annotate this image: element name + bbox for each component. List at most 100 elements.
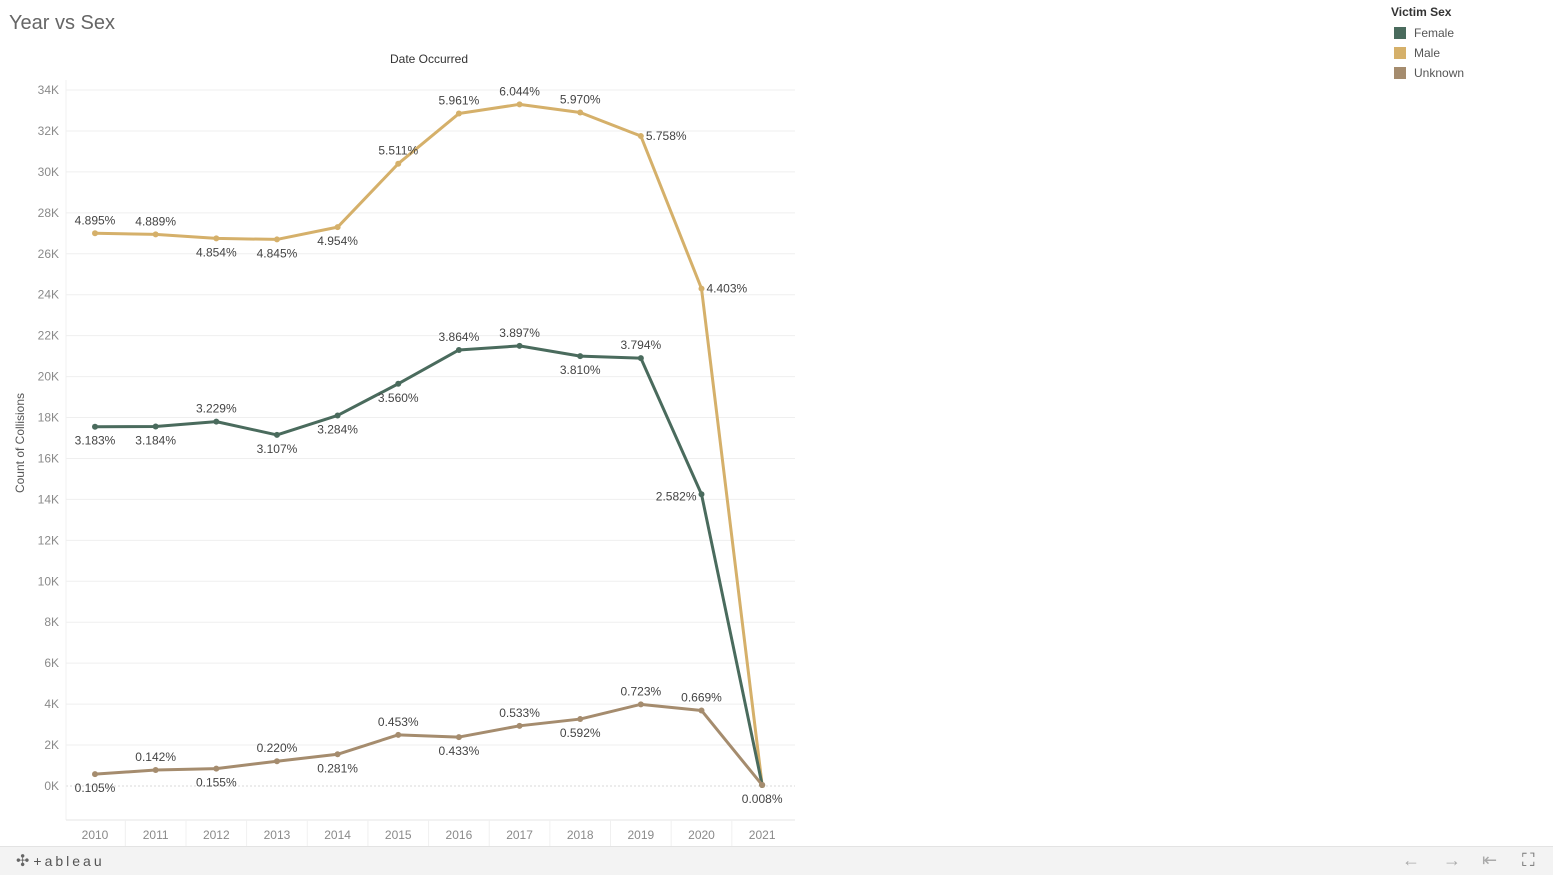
data-point-female <box>577 353 584 360</box>
brand-text: +ableau <box>33 853 105 869</box>
data-label-unknown: 0.220% <box>257 741 298 755</box>
data-point-unknown <box>334 751 341 758</box>
data-point-male <box>273 236 280 243</box>
data-label-unknown: 0.142% <box>135 750 176 764</box>
data-label-unknown: 0.433% <box>439 744 480 758</box>
x-tick-label: 2010 <box>82 828 109 842</box>
legend-swatch-unknown <box>1394 67 1406 79</box>
y-tick-label: 32K <box>38 124 59 138</box>
data-point-male <box>455 110 462 117</box>
data-point-unknown <box>698 707 705 714</box>
line-chart: 0K 2K 4K 6K 8K 10K 12K 14K 16K 18K 20K 22K 24K 26K 28K… <box>13 52 795 846</box>
data-label-female: 3.897% <box>499 326 540 340</box>
x-tick-label: 2011 <box>143 828 169 842</box>
data-point-unknown <box>92 771 98 778</box>
data-point-unknown <box>152 767 159 774</box>
data-label-female: 3.794% <box>620 338 661 352</box>
x-tick-label: 2017 <box>506 828 533 842</box>
data-point-unknown <box>455 734 462 741</box>
data-label-unknown: 0.105% <box>75 781 116 795</box>
x-tick-label: 2015 <box>385 828 412 842</box>
undo-button[interactable]: ← <box>1402 850 1420 870</box>
legend-label-female: Female <box>1414 26 1455 40</box>
data-label-unknown: 0.723% <box>620 684 661 698</box>
y-axis-title: Count of Collisions <box>13 393 27 493</box>
legend-label-unknown: Unknown <box>1414 66 1465 80</box>
y-tick-label: 22K <box>38 329 59 343</box>
legend-item-female[interactable]: Female <box>1391 23 1464 43</box>
data-label-unknown: 0.453% <box>378 715 419 729</box>
y-tick-label: 30K <box>38 165 59 179</box>
data-label-male: 4.403% <box>707 282 748 296</box>
data-label-male: 5.758% <box>646 129 687 143</box>
data-label-male: 4.954% <box>317 234 358 248</box>
legend-item-unknown[interactable]: Unknown <box>1391 63 1464 83</box>
chart-title: Date Occurred <box>390 52 468 66</box>
data-label-female: 3.183% <box>75 434 116 448</box>
x-tick-label: 2016 <box>446 828 473 842</box>
y-tick-label: 18K <box>38 411 59 425</box>
toolbar: ✣ +ableau ← → ⇤ ⛶ <box>0 846 1553 875</box>
y-tick-label: 0K <box>44 779 59 793</box>
data-point-male <box>395 160 402 167</box>
data-label-male: 5.970% <box>560 93 601 107</box>
data-point-male <box>698 285 705 292</box>
legend-item-male[interactable]: Male <box>1391 43 1464 63</box>
data-label-female: 3.284% <box>317 422 358 436</box>
fullscreen-button[interactable]: ⛶ <box>1522 850 1535 870</box>
legend-label-male: Male <box>1414 46 1441 60</box>
data-point-female <box>516 342 523 349</box>
data-label-female: 3.107% <box>257 442 298 456</box>
legend-swatch-male <box>1394 47 1406 59</box>
revert-button[interactable]: ⇤ <box>1482 850 1498 870</box>
data-label-unknown: 0.533% <box>499 706 540 720</box>
data-point-unknown <box>759 781 766 788</box>
data-label-female: 2.582% <box>656 489 697 503</box>
data-label-male: 4.895% <box>75 213 116 227</box>
data-label-male: 4.889% <box>135 214 176 228</box>
data-point-female <box>92 423 98 430</box>
data-point-unknown <box>516 722 523 729</box>
worksheet-title: Year vs Sex <box>9 12 115 34</box>
y-tick-label: 8K <box>44 615 59 629</box>
data-point-unknown <box>273 758 280 765</box>
data-point-male <box>152 231 159 238</box>
data-label-male: 6.044% <box>499 84 540 98</box>
data-point-unknown <box>213 765 220 772</box>
legend: Victim Sex Female Male Unknown <box>1391 5 1464 83</box>
x-tick-label: 2012 <box>203 828 230 842</box>
data-label-unknown: 0.669% <box>681 690 722 704</box>
data-label-female: 3.184% <box>135 434 176 448</box>
data-point-female <box>395 380 402 387</box>
data-label-unknown: 0.155% <box>196 776 237 790</box>
x-tick-label: 2021 <box>749 828 776 842</box>
data-label-unknown: 0.592% <box>560 726 601 740</box>
redo-button[interactable]: → <box>1443 850 1461 870</box>
y-tick-label: 24K <box>38 288 59 302</box>
y-tick-label: 26K <box>38 247 59 261</box>
series-line-male <box>94 102 764 786</box>
data-point-unknown <box>395 731 402 738</box>
y-tick-label: 4K <box>44 697 59 711</box>
x-tick-label: 2013 <box>264 828 291 842</box>
data-point-female <box>455 346 462 353</box>
y-tick-label: 16K <box>38 451 59 465</box>
data-point-male <box>637 133 644 140</box>
x-tick-label: 2019 <box>627 828 654 842</box>
data-point-female <box>698 491 705 498</box>
tableau-logo[interactable]: ✣ +ableau <box>16 851 105 871</box>
data-point-female <box>334 412 341 419</box>
data-label-unknown: 0.008% <box>742 792 783 806</box>
data-point-unknown <box>577 716 584 723</box>
data-point-female <box>637 355 644 362</box>
y-tick-label: 28K <box>38 206 59 220</box>
data-point-female <box>213 418 220 425</box>
data-label-female: 3.810% <box>560 363 601 377</box>
data-label-female: 3.229% <box>196 402 237 416</box>
data-label-male: 5.511% <box>378 144 418 158</box>
data-point-male <box>334 224 341 231</box>
data-label-female: 3.560% <box>378 391 419 405</box>
series-line-unknown <box>94 702 764 786</box>
y-tick-label: 34K <box>38 83 59 97</box>
y-tick-label: 14K <box>38 492 59 506</box>
